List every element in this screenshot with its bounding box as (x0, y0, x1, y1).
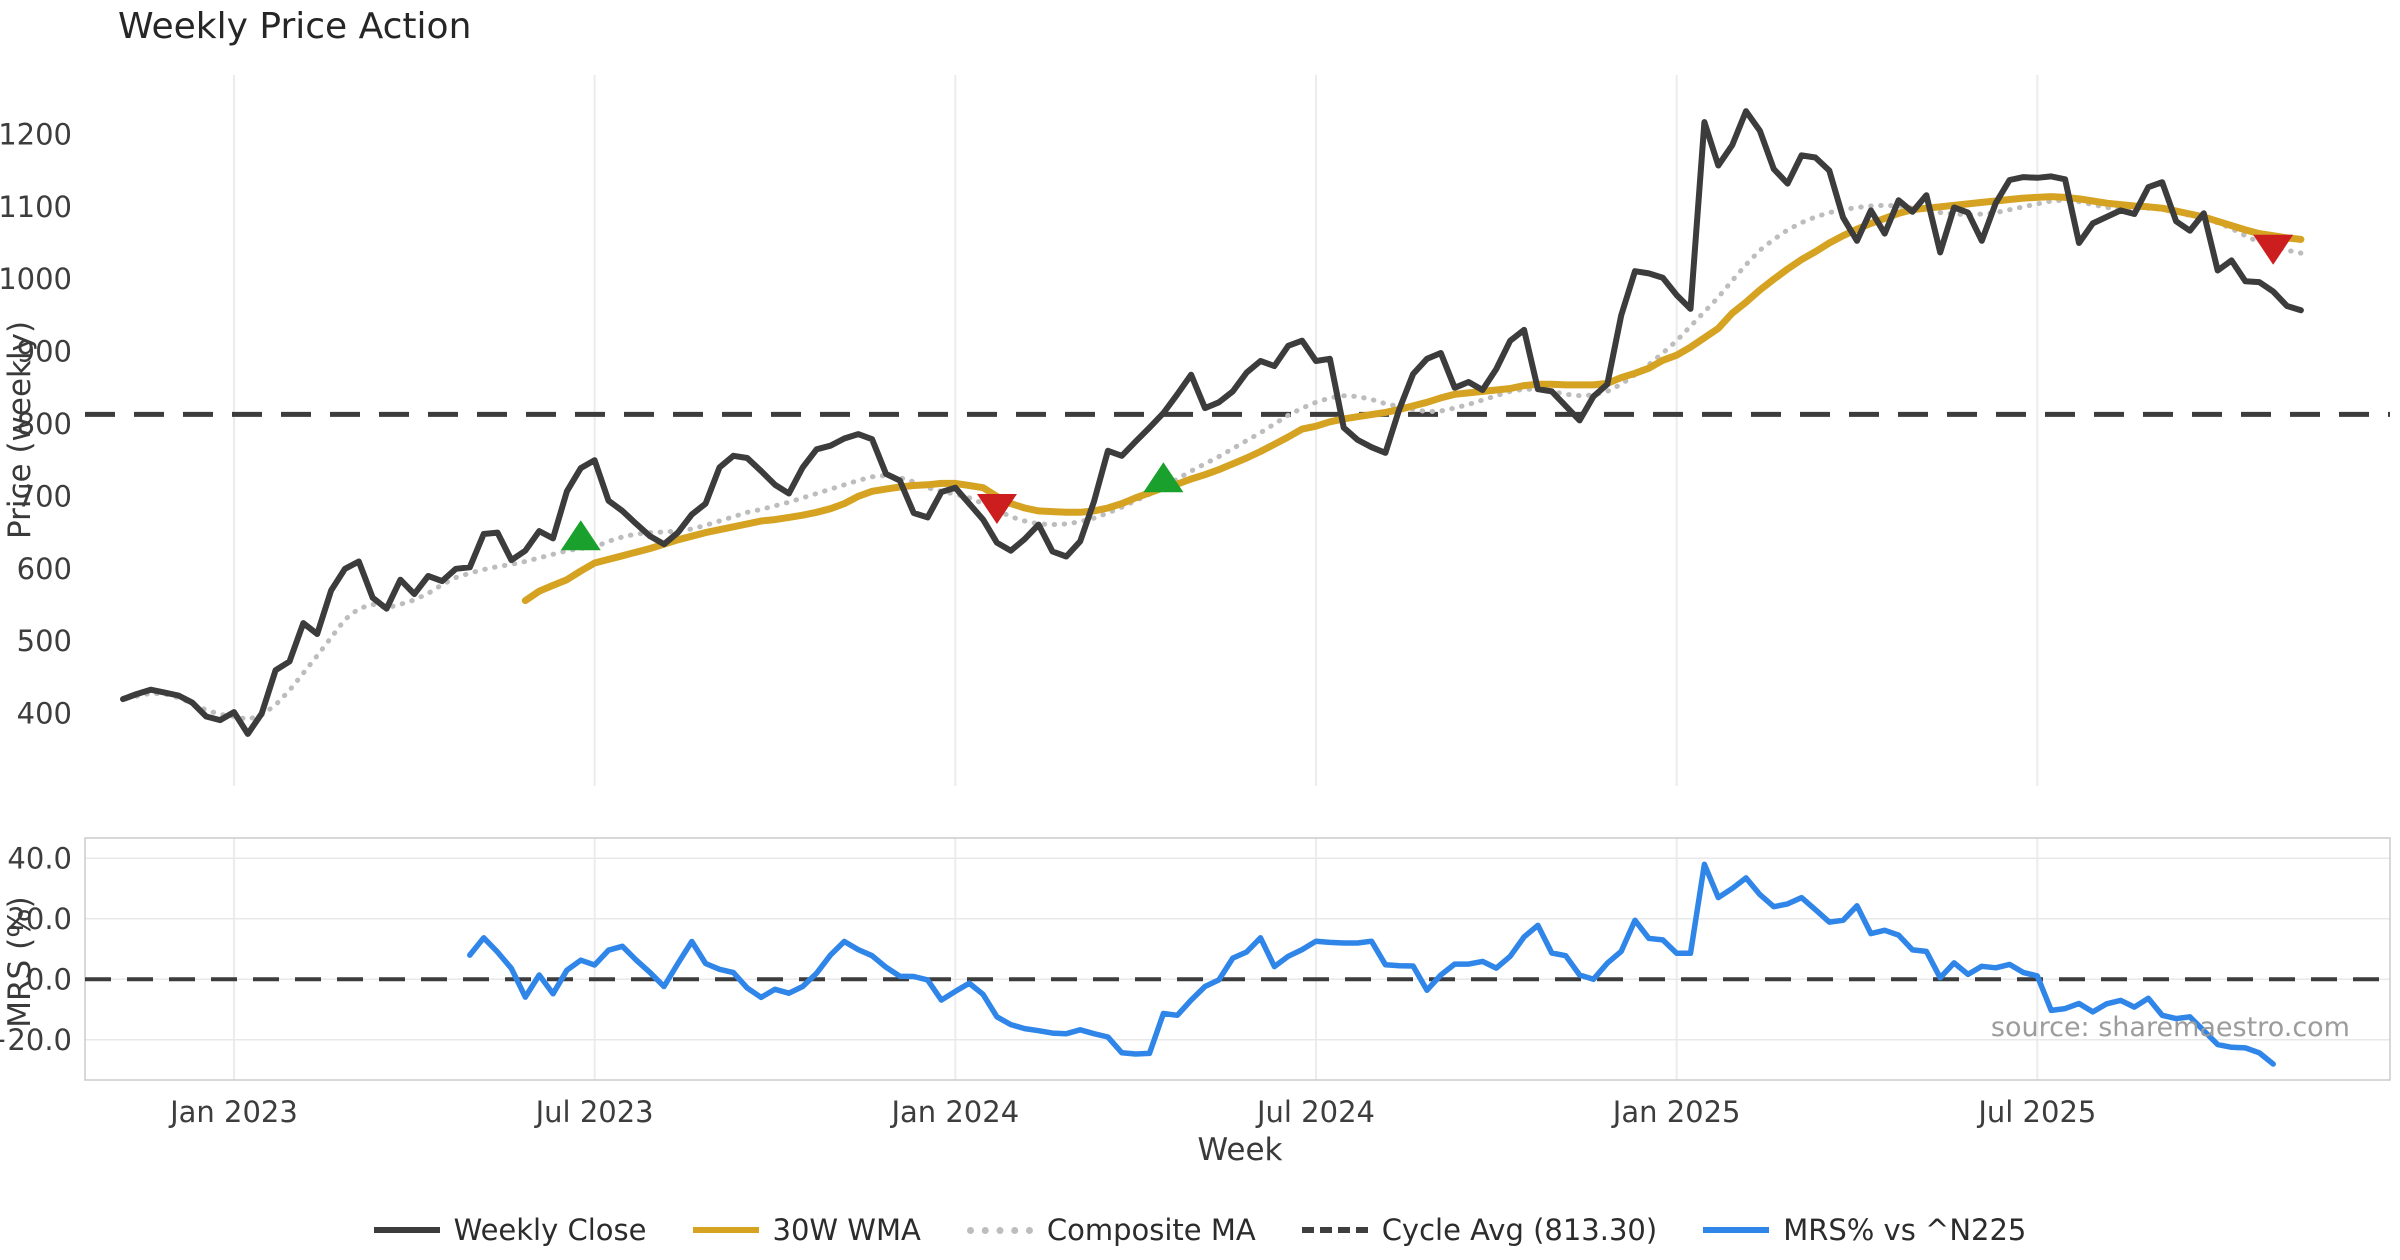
gridlines (84, 75, 2391, 1081)
legend-swatch-solid (692, 1227, 759, 1233)
legend-label: MRS% vs ^N225 (1783, 1213, 2027, 1247)
mrs-axis-label: MRS (%) (2, 896, 38, 1027)
mrs-tick-label: −20.0 (0, 1023, 72, 1057)
legend: Weekly Close 30W WMA Composite MA Cycle Avg… (0, 1206, 2400, 1254)
price-tick-label: 500 (17, 624, 72, 658)
legend-label: Weekly Close (453, 1213, 647, 1247)
legend-item: 30W WMA (692, 1213, 921, 1247)
price-tick-label: 400 (17, 697, 72, 731)
legend-item: MRS% vs ^N225 (1703, 1213, 2026, 1247)
price-tick-label: 1000 (0, 262, 72, 296)
weekly-close-line (120, 108, 2304, 737)
wma-line (521, 193, 2305, 605)
legend-item: Weekly Close (373, 1213, 647, 1247)
mrs-tick-label: 20.0 (7, 902, 72, 936)
legend-label: Composite MA (1046, 1213, 1256, 1247)
signal-markers (560, 234, 2294, 551)
x-tick-label: Jan 2025 (1611, 1095, 1741, 1129)
legend-swatch-dotted (966, 1226, 1033, 1234)
price-tick-label: 800 (17, 407, 72, 441)
legend-swatch-dashed (1301, 1227, 1368, 1233)
price-tick-label: 600 (17, 552, 72, 586)
legend-label: Cycle Avg (813.30) (1381, 1213, 1658, 1247)
mrs-line (467, 861, 2276, 1067)
mrs-tick-label: 0.0 (26, 962, 72, 996)
buy-signal-marker (1143, 462, 1184, 493)
x-tick-label: Jul 2023 (534, 1095, 654, 1129)
x-tick-label: Jan 2024 (889, 1095, 1019, 1129)
data-series (120, 108, 2305, 1067)
composite-ma-line (134, 197, 2304, 722)
legend-swatch-solid (1703, 1227, 1770, 1233)
reference-lines (85, 411, 2390, 982)
week-axis-label: Week (1198, 1132, 1283, 1168)
price-axis-label: Price (weekly) (2, 321, 38, 539)
legend-item: Cycle Avg (813.30) (1301, 1213, 1658, 1247)
x-tick-label: Jul 2024 (1255, 1095, 1375, 1129)
price-tick-label: 1200 (0, 117, 72, 151)
price-tick-label: 1100 (0, 190, 72, 224)
legend-label: 30W WMA (772, 1213, 921, 1247)
legend-item: Composite MA (966, 1213, 1256, 1247)
x-tick-label: Jan 2023 (168, 1095, 298, 1129)
mrs-panel-border (84, 837, 2391, 1081)
sell-signal-marker (2253, 234, 2294, 265)
mrs-tick-label: 40.0 (7, 841, 72, 875)
x-tick-label: Jul 2025 (1976, 1095, 2096, 1129)
sell-signal-marker (976, 493, 1017, 524)
buy-signal-marker (560, 520, 601, 551)
chart-title: Weekly Price Action (118, 6, 472, 47)
tick-labels: 400 500 600 700 800 900 1000 1100 1200 40.0 20.0 0.… (0, 117, 2096, 1129)
price-tick-label: 900 (17, 335, 72, 369)
price-tick-label: 700 (17, 479, 72, 513)
legend-swatch-solid (373, 1227, 440, 1233)
source-watermark: source: sharemaestro.com (1990, 1012, 2350, 1043)
